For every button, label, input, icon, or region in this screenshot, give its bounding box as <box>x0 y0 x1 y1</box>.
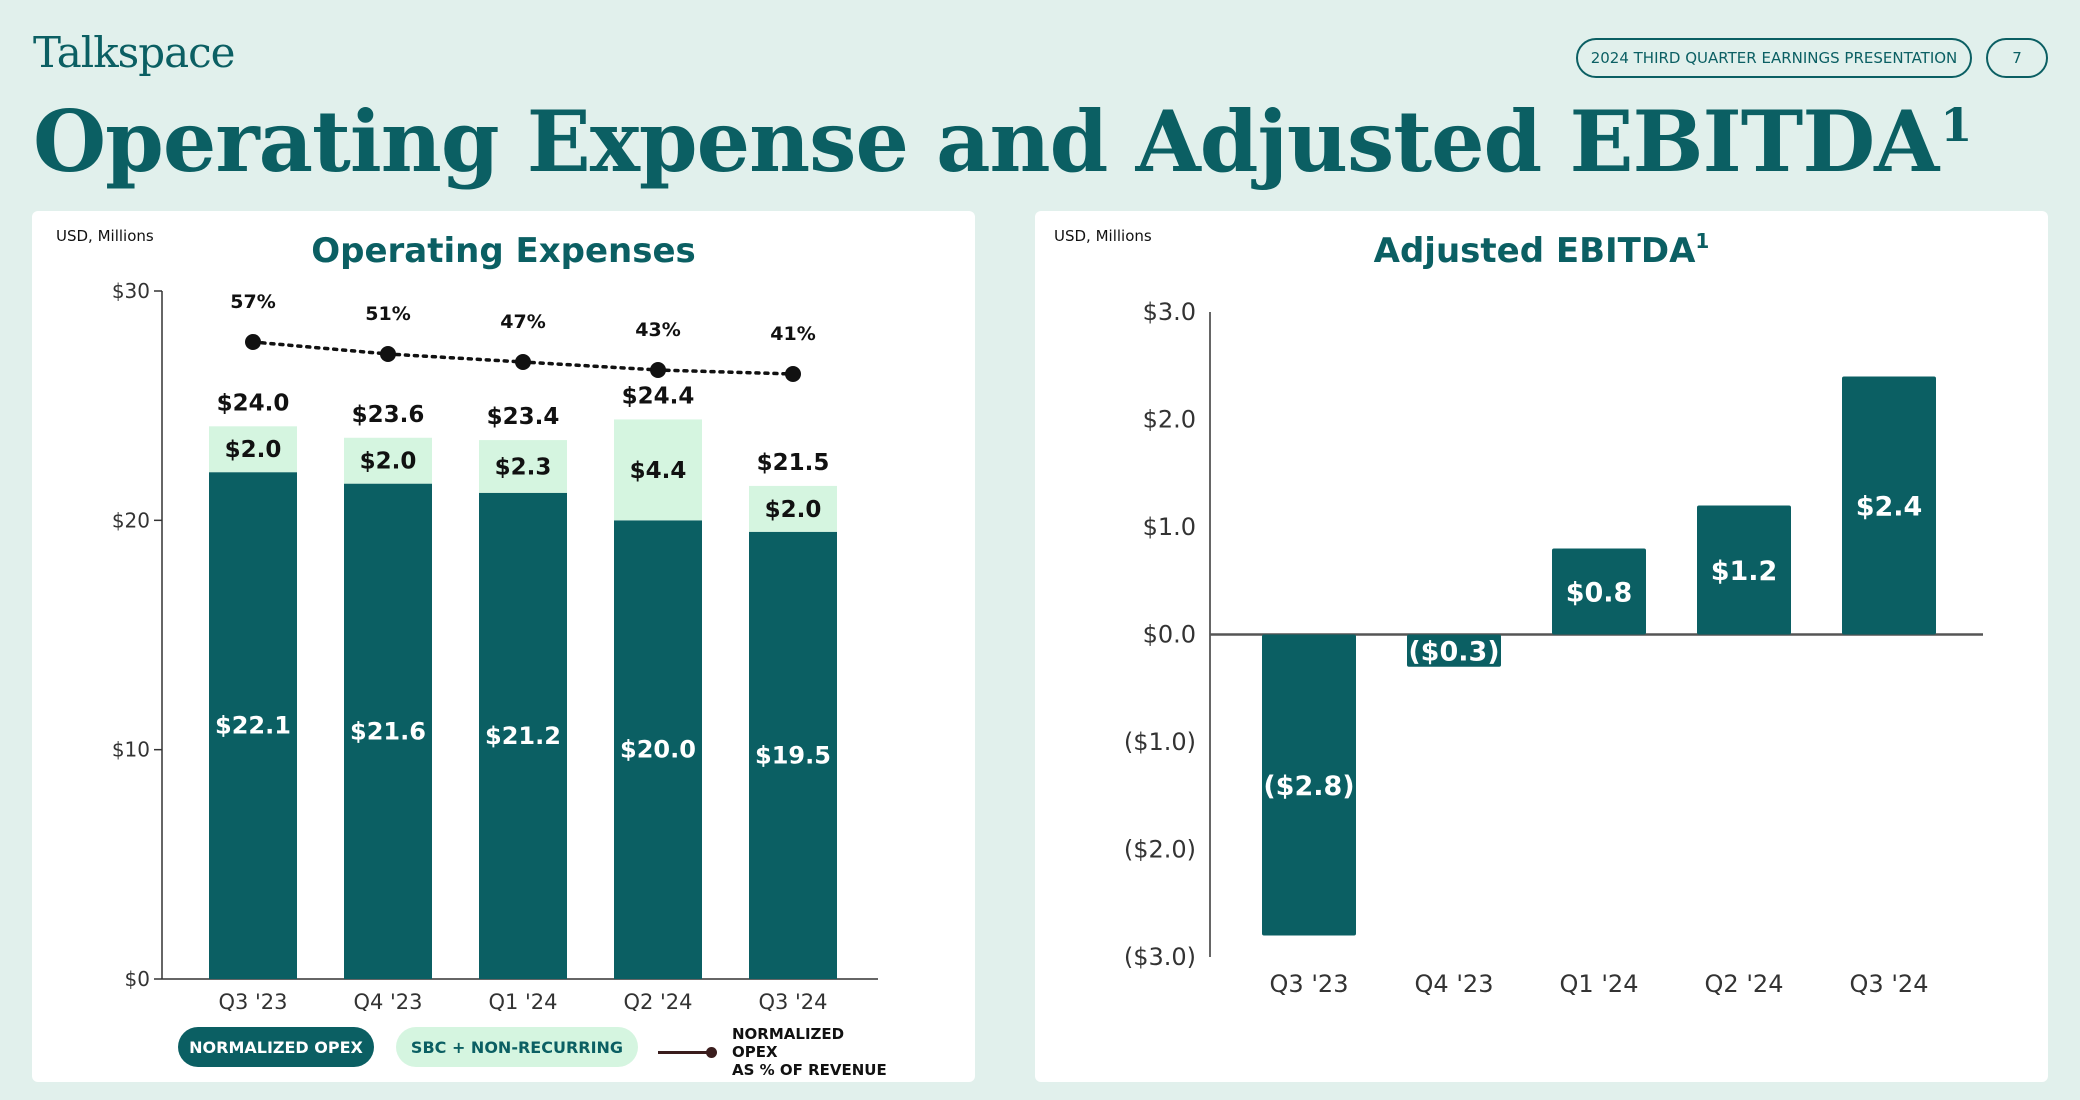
page-title: Operating Expense and Adjusted EBITDA1 <box>33 92 1972 191</box>
opex-bar-sbc <box>749 485 837 532</box>
legend-line-marker <box>658 1046 717 1058</box>
opex-total-label: $23.6 <box>352 402 425 428</box>
opex-sbc-label: $2.0 <box>765 497 822 523</box>
opex-percent-label: 57% <box>230 291 275 313</box>
opex-percent-point <box>245 334 261 350</box>
ebitda-bar <box>1407 634 1501 667</box>
page-title-text: Operating Expense and Adjusted EBITDA <box>33 92 1939 191</box>
ebitda-x-tick-label: Q2 '24 <box>1705 970 1784 998</box>
opex-total-label: $24.0 <box>217 390 290 416</box>
ebitda-bar <box>1552 548 1646 635</box>
ebitda-x-tick-label: Q3 '23 <box>1270 970 1349 998</box>
opex-y-tick-label: $0 <box>125 967 150 991</box>
opex-bar-sbc <box>479 440 567 493</box>
opex-x-tick-label: Q4 '23 <box>353 990 422 1011</box>
opex-total-label: $23.4 <box>487 404 560 430</box>
legend-line-text-1: NORMALIZED OPEX <box>732 1025 845 1061</box>
opex-bar-normalized <box>344 483 432 979</box>
ebitda-units-label: USD, Millions <box>1054 227 1152 245</box>
opex-bar-sbc <box>209 426 297 473</box>
ebitda-chart-title-footnote: 1 <box>1695 229 1710 253</box>
opex-normalized-label: $20.0 <box>620 736 696 764</box>
opex-total-label: $24.4 <box>622 383 695 409</box>
legend-normalized-opex: NORMALIZED OPEX <box>178 1027 374 1067</box>
ebitda-value-label: $2.4 <box>1856 492 1923 523</box>
opex-total-label: $21.5 <box>757 450 830 476</box>
opex-x-tick-label: Q3 '24 <box>758 990 827 1011</box>
ebitda-value-label: ($2.8) <box>1263 771 1354 802</box>
ebitda-y-tick-label: $1.0 <box>1143 513 1196 541</box>
opex-percent-label: 41% <box>770 323 815 345</box>
ebitda-y-tick-label: ($3.0) <box>1124 943 1196 971</box>
legend-line-text-2: AS % OF REVENUE <box>732 1061 887 1079</box>
ebitda-chart-title: Adjusted EBITDA1 <box>1035 229 2048 271</box>
ebitda-y-tick-label: ($1.0) <box>1124 728 1196 756</box>
ebitda-bar <box>1697 505 1791 635</box>
opex-bar-normalized <box>209 472 297 979</box>
presentation-label: 2024 THIRD QUARTER EARNINGS PRESENTATION <box>1576 38 1972 78</box>
ebitda-value-label: $0.8 <box>1566 578 1633 609</box>
ebitda-bar <box>1842 376 1936 635</box>
legend-sbc-non-recurring: SBC + NON-RECURRING <box>396 1027 638 1067</box>
opex-sbc-label: $4.4 <box>630 458 687 484</box>
ebitda-y-tick-label: $0.0 <box>1143 621 1196 649</box>
ebitda-value-label: ($0.3) <box>1408 637 1499 668</box>
ebitda-x-tick-label: Q1 '24 <box>1560 970 1639 998</box>
page-title-footnote: 1 <box>1940 98 1972 152</box>
ebitda-x-tick-label: Q3 '24 <box>1850 970 1929 998</box>
opex-y-tick-label: $30 <box>112 279 150 303</box>
ebitda-value-label: $1.2 <box>1711 556 1778 587</box>
ebitda-y-tick-label: $3.0 <box>1143 298 1196 326</box>
opex-percent-label: 51% <box>365 303 410 325</box>
opex-normalized-label: $22.1 <box>215 712 291 740</box>
opex-percent-point <box>650 362 666 378</box>
opex-percent-point <box>785 366 801 382</box>
opex-x-tick-label: Q1 '24 <box>488 990 557 1011</box>
opex-normalized-label: $21.2 <box>485 722 561 750</box>
ebitda-chart-title-text: Adjusted EBITDA <box>1373 231 1696 271</box>
ebitda-y-tick-label: ($2.0) <box>1124 836 1196 864</box>
opex-bar-sbc <box>614 419 702 521</box>
opex-chart-title: Operating Expenses <box>311 231 696 271</box>
opex-x-tick-label: Q2 '24 <box>623 990 692 1011</box>
ebitda-x-tick-label: Q4 '23 <box>1415 970 1494 998</box>
opex-bar-sbc <box>344 437 432 484</box>
opex-y-tick-label: $10 <box>112 738 150 762</box>
operating-expenses-panel: USD, Millions Operating Expenses $0 $10 $2… <box>32 211 975 1082</box>
legend-opex-percent-line: NORMALIZED OPEX AS % OF REVENUE <box>658 1025 892 1079</box>
ebitda-y-tick-label: $2.0 <box>1143 406 1196 434</box>
opex-y-tick-label: $20 <box>112 508 150 532</box>
opex-units-label: USD, Millions <box>56 227 154 245</box>
opex-normalized-label: $19.5 <box>755 741 831 769</box>
ebitda-chart: ($3.0) ($2.0) ($1.0) $0.0 $1.0 $2.0 $3.0 ($2.8)… <box>1124 298 1983 998</box>
opex-bar-normalized <box>614 520 702 979</box>
page-number: 7 <box>1986 38 2048 78</box>
opex-normalized-label: $21.6 <box>350 717 426 745</box>
talkspace-logo: Talkspace <box>33 28 236 77</box>
ebitda-bar <box>1262 634 1356 936</box>
opex-sbc-label: $2.0 <box>225 437 282 463</box>
opex-bar-normalized <box>479 492 567 979</box>
adjusted-ebitda-panel: USD, Millions Adjusted EBITDA1 ($3.0) ($2… <box>1035 211 2048 1082</box>
opex-chart: $0 $10 $20 $30 $22.1 $2.0 $24.0 Q3 '23 $21.6 $2.0… <box>112 279 878 1011</box>
opex-percent-label: 43% <box>635 319 680 341</box>
opex-percent-label: 47% <box>500 311 545 333</box>
opex-percent-point <box>515 354 531 370</box>
opex-sbc-label: $2.3 <box>495 454 552 480</box>
opex-x-tick-label: Q3 '23 <box>218 990 287 1011</box>
opex-bar-normalized <box>749 531 837 979</box>
opex-percent-point <box>380 346 396 362</box>
opex-sbc-label: $2.0 <box>360 449 417 475</box>
legend-line-text: NORMALIZED OPEX AS % OF REVENUE <box>732 1025 892 1079</box>
